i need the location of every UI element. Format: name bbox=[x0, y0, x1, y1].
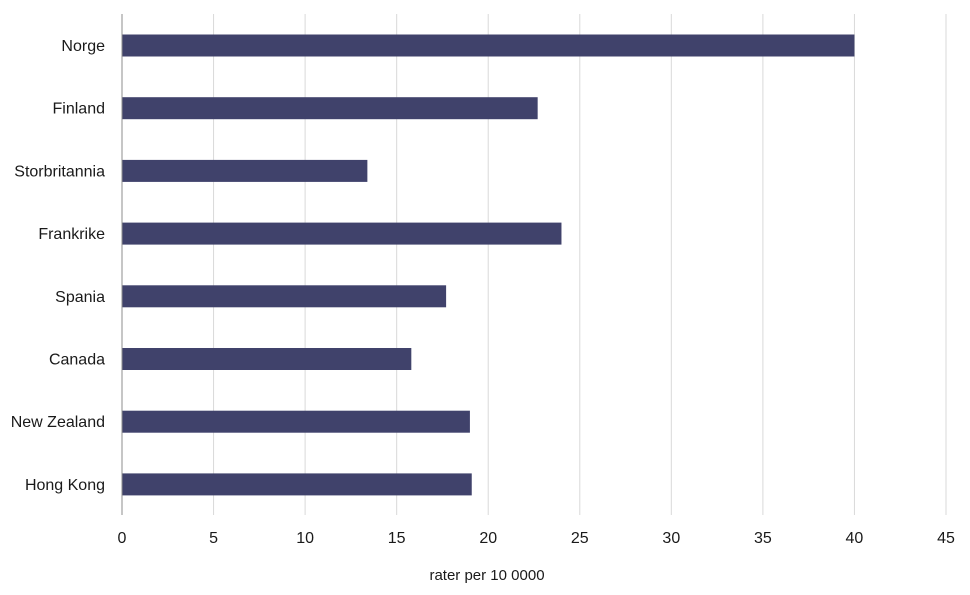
category-label: Storbritannia bbox=[14, 163, 105, 180]
category-labels: Norge Finland Storbritannia Frankrike Spania… bbox=[11, 38, 105, 494]
category-label: Frankrike bbox=[38, 226, 105, 243]
category-label: Finland bbox=[53, 101, 105, 118]
x-tick-label: 0 bbox=[118, 530, 127, 547]
x-axis-title: rater per 10 0000 bbox=[429, 567, 544, 584]
bar-finland bbox=[122, 97, 538, 120]
category-label: Norge bbox=[61, 38, 105, 55]
bar-norge bbox=[122, 34, 855, 57]
x-tick-label: 30 bbox=[662, 530, 680, 547]
x-tick-label: 35 bbox=[754, 530, 772, 547]
x-tick-label: 5 bbox=[209, 530, 218, 547]
bar-storbritannia bbox=[122, 159, 368, 182]
category-label: Spania bbox=[55, 289, 105, 306]
category-label: Canada bbox=[49, 352, 105, 369]
bars bbox=[122, 34, 855, 496]
x-tick-label: 20 bbox=[479, 530, 497, 547]
category-label: New Zealand bbox=[11, 414, 105, 431]
x-tick-label: 40 bbox=[846, 530, 864, 547]
bar-spania bbox=[122, 285, 447, 308]
x-tick-label: 25 bbox=[571, 530, 589, 547]
bar-new-zealand bbox=[122, 410, 470, 433]
gridlines bbox=[213, 14, 947, 515]
x-tick-labels: 0 5 10 15 20 25 30 35 40 45 bbox=[118, 530, 955, 547]
bar-hong-kong bbox=[122, 473, 472, 496]
x-tick-label: 10 bbox=[296, 530, 314, 547]
x-tick-label: 15 bbox=[388, 530, 406, 547]
bar-frankrike bbox=[122, 222, 562, 245]
bar-canada bbox=[122, 348, 412, 370]
category-label: Hong Kong bbox=[25, 477, 105, 494]
x-tick-label: 45 bbox=[937, 530, 955, 547]
